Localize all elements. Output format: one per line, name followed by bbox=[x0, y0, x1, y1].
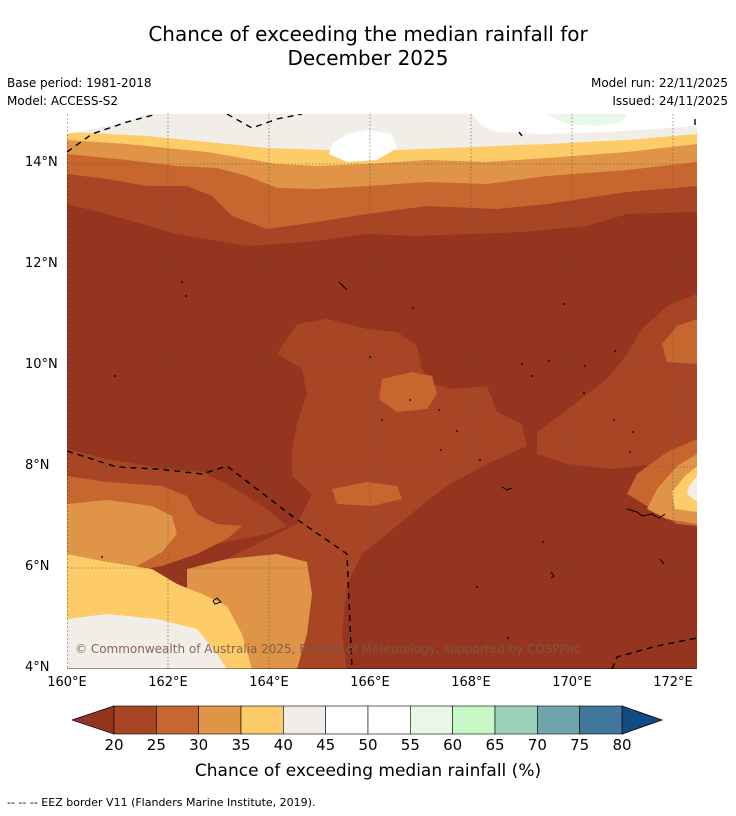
colorbar-label-20: 20 bbox=[104, 736, 124, 754]
colorbar-svg bbox=[70, 705, 664, 735]
colorbar-high-arrow bbox=[621, 705, 664, 735]
lat-label-14n: 14°N bbox=[25, 155, 58, 170]
map-panel: © Commonwealth of Australia 2025, Bureau… bbox=[67, 114, 697, 669]
copyright-text: © Commonwealth of Australia 2025, Bureau… bbox=[75, 642, 580, 656]
lat-label-8n: 8°N bbox=[25, 458, 50, 473]
colorbar-cell-70-75 bbox=[537, 705, 580, 735]
model-name: Model: ACCESS-S2 bbox=[7, 94, 119, 108]
colorbar-cell-35-40 bbox=[240, 705, 284, 735]
issued-date: Issued: 24/11/2025 bbox=[612, 94, 728, 108]
lat-label-12n: 12°N bbox=[25, 256, 58, 271]
colorbar-cell-25-30 bbox=[156, 705, 199, 735]
colorbar-cell-55-60 bbox=[410, 705, 453, 735]
colorbar-cell-60-65 bbox=[452, 705, 496, 735]
graticule bbox=[67, 114, 697, 669]
lon-label-170e: 170°E bbox=[552, 675, 592, 690]
colorbar-label-30: 30 bbox=[189, 736, 209, 754]
colorbar-cell-50-55 bbox=[367, 705, 411, 735]
lon-label-160e: 160°E bbox=[47, 675, 87, 690]
colorbar-label-75: 75 bbox=[570, 736, 590, 754]
band-25-30-central bbox=[332, 372, 437, 506]
band-40-45-south bbox=[67, 614, 227, 669]
lon-label-172e: 172°E bbox=[653, 675, 693, 690]
lat-label-10n: 10°N bbox=[25, 357, 58, 372]
colorbar-cell-20-25 bbox=[113, 705, 157, 735]
meta-left: Base period: 1981-2018 Model: ACCESS-S2 bbox=[7, 74, 152, 110]
band-45-50-north bbox=[67, 114, 697, 162]
colorbar bbox=[70, 704, 664, 736]
lat-label-6n: 6°N bbox=[25, 559, 50, 574]
colorbar-label-35: 35 bbox=[231, 736, 251, 754]
lon-label-168e: 168°E bbox=[451, 675, 491, 690]
colorbar-title: Chance of exceeding median rainfall (%) bbox=[194, 761, 542, 781]
meta-right: Model run: 22/11/2025 Issued: 24/11/2025 bbox=[591, 74, 728, 110]
lon-label-162e: 162°E bbox=[148, 675, 188, 690]
lon-label-164e: 164°E bbox=[249, 675, 289, 690]
map-title: Chance of exceeding the median rainfall … bbox=[0, 22, 736, 70]
title-line-1: Chance of exceeding the median rainfall … bbox=[148, 22, 588, 46]
lon-label-166e: 166°E bbox=[350, 675, 390, 690]
colorbar-label-70: 70 bbox=[527, 736, 547, 754]
eez-footnote: -- -- -- EEZ border V11 (Flanders Marine… bbox=[7, 796, 316, 809]
band-30-35-west bbox=[67, 500, 312, 669]
lat-label-4n: 4°N bbox=[25, 660, 50, 675]
islands bbox=[212, 281, 666, 605]
colorbar-label-65: 65 bbox=[485, 736, 505, 754]
band-55-60-north bbox=[545, 114, 627, 126]
colorbar-cell-40-45 bbox=[283, 705, 326, 735]
colorbar-low-arrow bbox=[70, 705, 115, 735]
colorbar-cell-30-35 bbox=[198, 705, 242, 735]
model-run: Model run: 22/11/2025 bbox=[590, 76, 728, 90]
band-20-25-east bbox=[537, 294, 697, 469]
colorbar-label-50: 50 bbox=[358, 736, 378, 754]
colorbar-label-25: 25 bbox=[146, 736, 166, 754]
colorbar-label-40: 40 bbox=[273, 736, 293, 754]
rainfall-map: © Commonwealth of Australia 2025, Bureau… bbox=[67, 114, 697, 669]
colorbar-cell-65-70 bbox=[494, 705, 538, 735]
island-dots bbox=[101, 281, 634, 639]
band-40-45-east bbox=[687, 476, 697, 502]
eez-border bbox=[67, 114, 697, 669]
colorbar-label-60: 60 bbox=[443, 736, 463, 754]
band-35-40-east bbox=[672, 466, 697, 512]
colorbar-label-55: 55 bbox=[400, 736, 420, 754]
colorbar-cell-75-80 bbox=[579, 705, 623, 735]
colorbar-cell-45-50 bbox=[325, 705, 369, 735]
colorbar-label-80: 80 bbox=[612, 736, 632, 754]
colorbar-label-45: 45 bbox=[316, 736, 336, 754]
title-line-2: December 2025 bbox=[287, 46, 449, 70]
base-period: Base period: 1981-2018 bbox=[7, 76, 152, 90]
